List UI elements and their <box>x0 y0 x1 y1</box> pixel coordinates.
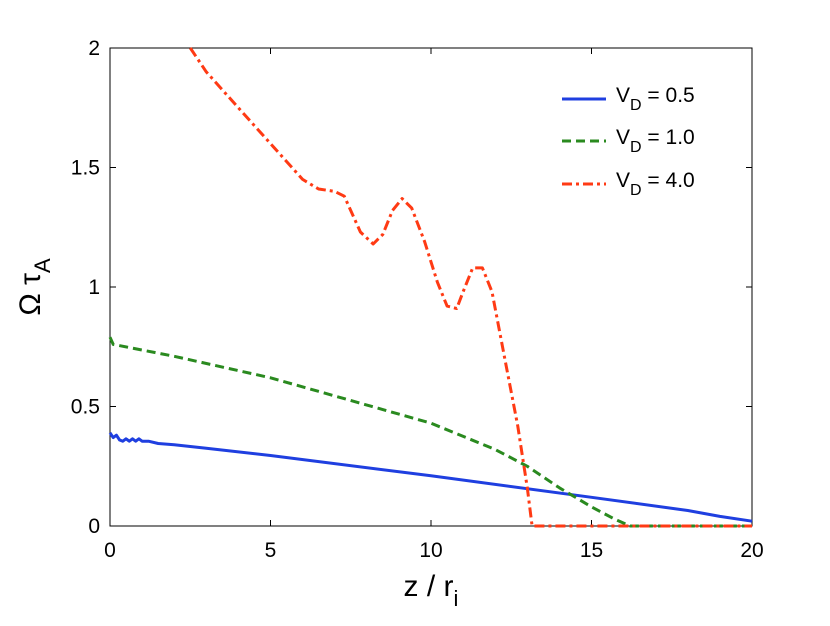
x-axis-ticks: 0 5 10 15 20 <box>104 48 764 562</box>
legend-item-vd-05: VD = 0.5 <box>562 84 695 114</box>
plot-area <box>109 47 753 527</box>
y-tick-label: 1 <box>88 276 100 299</box>
y-axis-label: Ω τA <box>14 258 55 316</box>
y-tick-label: 0.5 <box>71 396 100 419</box>
series-layer <box>108 47 753 528</box>
y-tick-label: 1.5 <box>71 157 100 180</box>
y-tick-label: 0 <box>88 515 100 538</box>
x-tick-label: 5 <box>265 539 277 562</box>
series-line-2 <box>189 47 752 528</box>
x-axis-label: z / ri <box>404 570 459 611</box>
legend-label-vd-05: VD = 0.5 <box>616 84 695 114</box>
x-tick-label: 15 <box>580 539 603 562</box>
legend-label-vd-10: VD = 1.0 <box>616 126 695 156</box>
legend-label-vd-40: VD = 4.0 <box>616 169 695 199</box>
legend-item-vd-10: VD = 1.0 <box>562 126 695 156</box>
y-axis-ticks: 0 0.5 1 1.5 2 <box>71 37 752 538</box>
x-tick-label: 10 <box>419 539 442 562</box>
y-tick-label: 2 <box>88 37 100 60</box>
legend: VD = 0.5 VD = 1.0 VD = 4.0 <box>562 84 695 199</box>
legend-item-vd-40: VD = 4.0 <box>562 169 695 199</box>
series-line-0 <box>108 431 753 523</box>
x-tick-label: 0 <box>104 539 116 562</box>
series-line-1 <box>108 336 752 528</box>
x-tick-label: 20 <box>740 539 763 562</box>
